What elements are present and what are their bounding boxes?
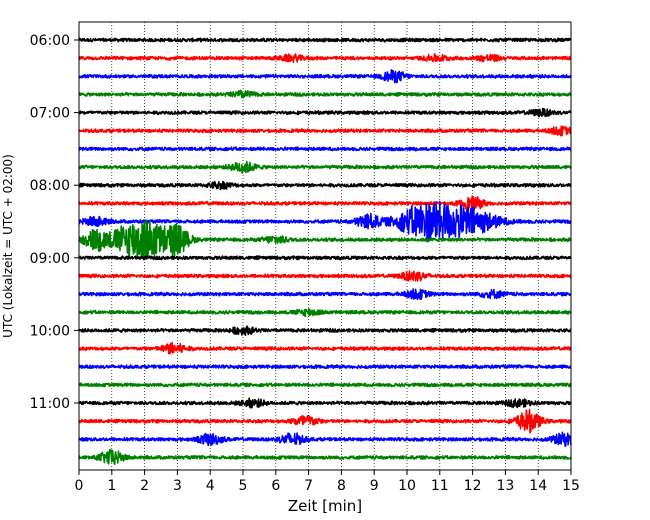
x-tick-label: 7: [304, 478, 313, 494]
x-tick-label: 10: [398, 478, 416, 494]
trace-1015: [78, 341, 572, 355]
trace-1045: [78, 382, 572, 388]
y-tick-label: 10:00: [30, 323, 70, 339]
y-tick-label: 07:00: [30, 106, 70, 122]
x-tick-label: 14: [529, 478, 547, 494]
x-axis-label: Zeit [min]: [288, 497, 362, 515]
trace-0830: [78, 200, 572, 243]
x-tick-label: 8: [337, 478, 346, 494]
x-tick-label: 1: [107, 478, 116, 494]
y-tick-label: 09:00: [30, 251, 70, 267]
y-axis-ticks: 06:00 07:00 08:00 09:00 10:00 11:00: [30, 33, 79, 412]
trace-0630: [78, 69, 572, 84]
trace-1145: [78, 448, 572, 465]
x-tick-label: 5: [239, 478, 248, 494]
x-tick-label: 9: [370, 478, 379, 494]
x-tick-label: 13: [496, 478, 514, 494]
trace-0945: [78, 308, 572, 317]
trace-0900: [78, 255, 572, 261]
trace-1130: [78, 431, 572, 447]
trace-0915: [78, 270, 572, 282]
y-tick-label: 11:00: [30, 396, 70, 412]
trace-0745: [78, 160, 572, 174]
x-tick-label: 12: [464, 478, 482, 494]
x-tick-label: 3: [173, 478, 182, 494]
trace-0645: [78, 89, 572, 99]
x-tick-label: 2: [140, 478, 149, 494]
trace-1030: [78, 364, 572, 370]
plot-frame: [78, 21, 572, 471]
trace-0715: [78, 125, 572, 137]
x-axis-ticks: 0 1 2 3 4 5 6 7 8 9 10 11 12 13 14 15: [75, 470, 580, 494]
trace-0845: [78, 220, 572, 261]
trace-1000: [78, 325, 572, 336]
trace-0730: [78, 146, 572, 152]
trace-0930: [78, 288, 572, 301]
x-tick-label: 11: [431, 478, 449, 494]
trace-1115: [78, 408, 572, 434]
y-tick-label: 06:00: [30, 33, 70, 49]
x-tick-label: 15: [562, 478, 580, 494]
x-tick-label: 6: [271, 478, 280, 494]
y-axis-label: UTC (Lokalzeit = UTC + 02:00): [1, 154, 15, 338]
trace-0600: [78, 37, 572, 43]
trace-0815: [78, 195, 572, 211]
seismogram-traces: [78, 37, 572, 465]
trace-1100: [78, 397, 572, 409]
x-tick-label: 0: [75, 478, 84, 494]
x-tick-label: 4: [206, 478, 215, 494]
trace-0800: [78, 180, 572, 191]
trace-0700: [78, 107, 572, 118]
y-tick-label: 08:00: [30, 178, 70, 194]
trace-0615: [78, 53, 572, 63]
